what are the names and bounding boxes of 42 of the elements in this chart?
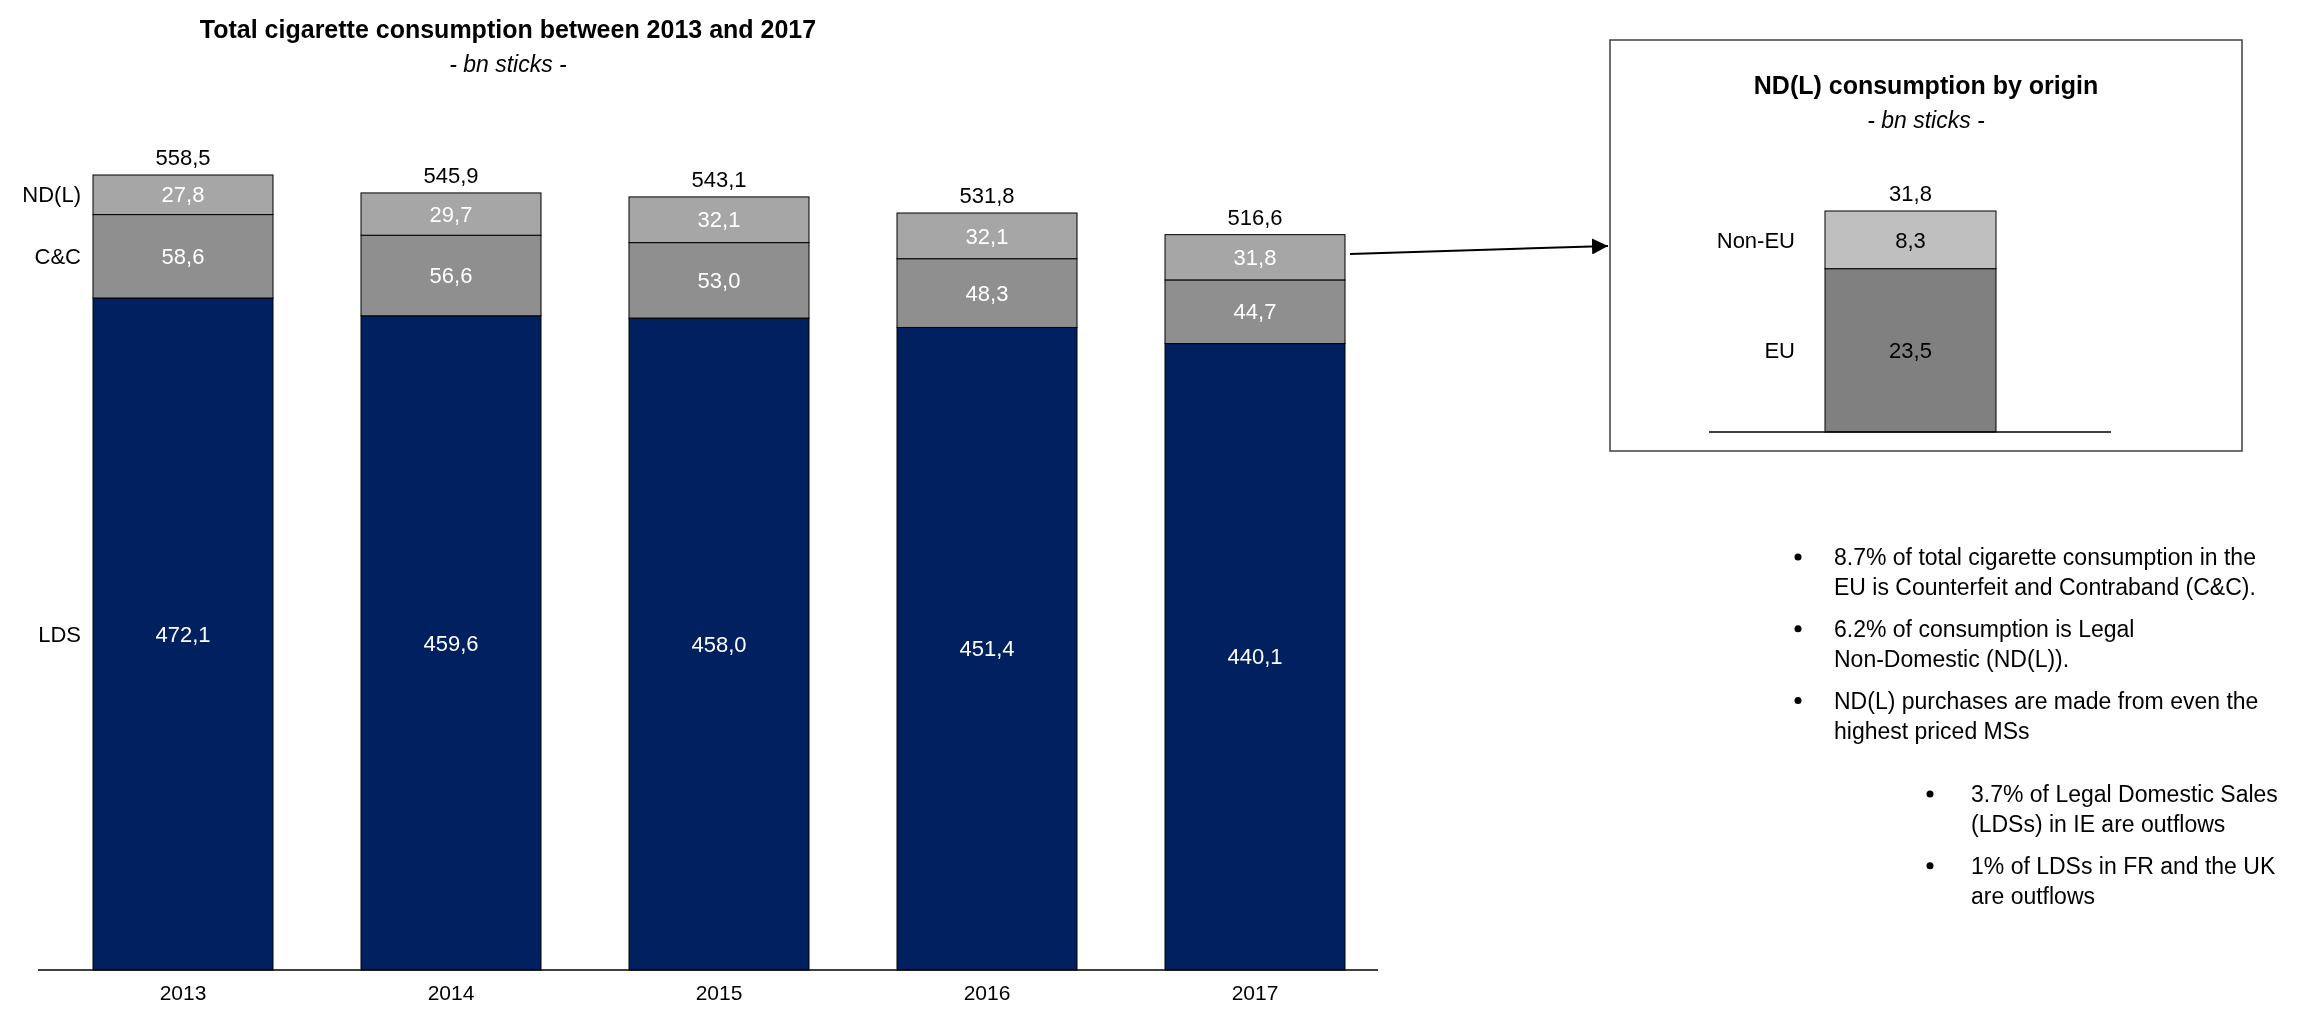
data-label: 31,8 bbox=[1233, 244, 1277, 270]
total-label: 31,8 bbox=[1889, 181, 1932, 206]
data-label: 58,6 bbox=[161, 243, 205, 269]
data-label: 451,4 bbox=[959, 636, 1015, 662]
series-label: Non-EU bbox=[1716, 227, 1795, 253]
data-label: 56,6 bbox=[429, 263, 473, 289]
total-label: 558,5 bbox=[155, 145, 211, 170]
data-label: 8,3 bbox=[1895, 227, 1926, 253]
total-label: 531,8 bbox=[959, 183, 1015, 209]
data-label: 32,1 bbox=[697, 207, 741, 233]
x-tick-label: 2016 bbox=[963, 981, 1011, 1004]
data-label: 48,3 bbox=[965, 280, 1009, 306]
data-label: 29,7 bbox=[429, 201, 473, 227]
text: ND(L) purchases are made from even the highest priced MSs bbox=[1834, 687, 2259, 744]
data-label: 472,1 bbox=[155, 621, 211, 647]
x-tick-label: 2014 bbox=[427, 981, 475, 1004]
data-label: 459,6 bbox=[423, 630, 479, 656]
chart-subtitle: - bn sticks - bbox=[1867, 107, 1986, 133]
total-label: 543,1 bbox=[691, 166, 747, 192]
x-tick-label: 2017 bbox=[1231, 981, 1279, 1004]
series-label: LDS bbox=[38, 621, 81, 647]
series-label: ND(L) bbox=[22, 182, 81, 208]
text: 8.7% of total cigarette consumption in the EU is Counterfeit and Contraband (C&C). bbox=[1834, 544, 2256, 600]
data-label: 53,0 bbox=[697, 268, 741, 294]
text: 1% of LDSs in FR and the UK are outflows bbox=[1971, 852, 2276, 909]
data-label: 23,5 bbox=[1889, 338, 1932, 364]
series-label: C&C bbox=[34, 243, 82, 269]
chart-title: ND(L) consumption by origin bbox=[1753, 71, 2099, 99]
total-label: 516,6 bbox=[1227, 204, 1283, 230]
total-label: 545,9 bbox=[423, 162, 479, 188]
data-label: 458,0 bbox=[691, 631, 747, 657]
text: 6.2% of consumption is Legal Non-Domestic (ND(L)). bbox=[1834, 615, 2135, 672]
data-label: 44,7 bbox=[1233, 299, 1277, 325]
x-tick-label: 2015 bbox=[695, 981, 743, 1004]
data-label: 32,1 bbox=[965, 223, 1009, 249]
data-label: 440,1 bbox=[1227, 644, 1283, 670]
x-tick-label: 2013 bbox=[159, 981, 207, 1004]
chart-subtitle: - bn sticks - bbox=[449, 51, 568, 77]
chart-title: Total cigarette consumption between 2013 and 2017 bbox=[199, 15, 817, 43]
data-label: 27,8 bbox=[161, 182, 205, 208]
text: 3.7% of Legal Domestic Sales (LDSs) in IE are outflows bbox=[1971, 781, 2278, 837]
series-label: EU bbox=[1764, 338, 1795, 364]
